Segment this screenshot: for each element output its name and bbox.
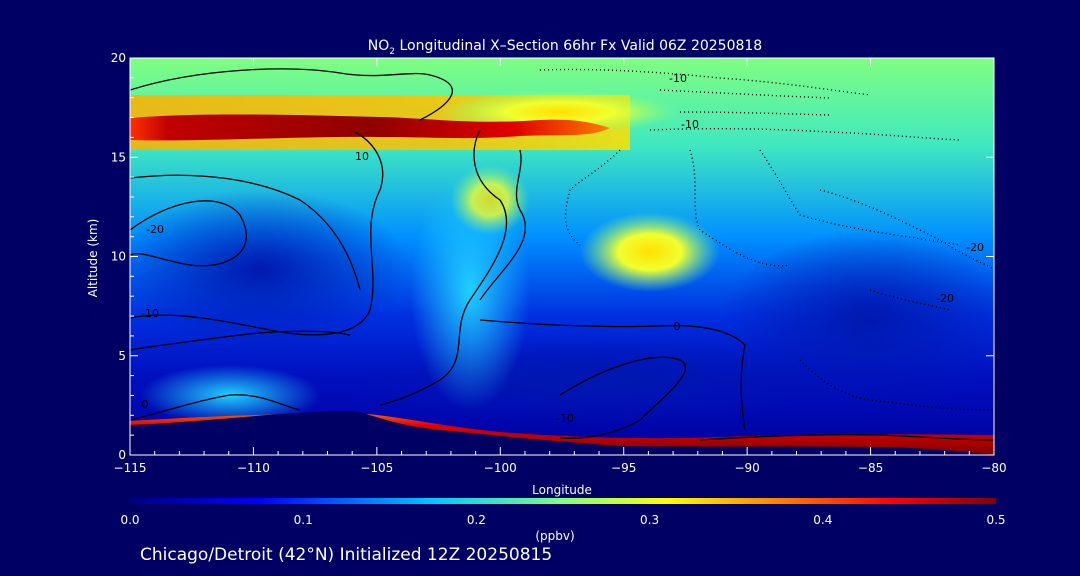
- colorbar-tick-label: 0.3: [640, 513, 659, 527]
- footer-label: Chicago/Detroit (42°N) Initialized 12Z 2…: [140, 545, 552, 565]
- x-axis-label: Longitude: [532, 483, 592, 497]
- x-tick-label: −95: [611, 461, 636, 475]
- contour-label: -10: [556, 412, 574, 425]
- x-tick-label: −105: [360, 461, 393, 475]
- y-tick-label: 10: [111, 250, 126, 264]
- y-tick-label: 0: [118, 448, 126, 462]
- chart-title: NO2 Longitudinal X–Section 66hr Fx Valid…: [368, 38, 762, 57]
- colorbar-units: (ppbv): [535, 529, 574, 543]
- y-tick-label: 5: [118, 349, 126, 363]
- contour-label: -20: [146, 223, 164, 236]
- contour-label: -20: [966, 241, 984, 254]
- y-axis-label: Altitude (km): [86, 219, 100, 298]
- contour-label: -10: [141, 307, 159, 320]
- contour-label: 0: [674, 320, 681, 333]
- colorbar-tick-label: 0.4: [813, 513, 832, 527]
- colorbar-ticks: 0.0 0.1 0.2 0.3 0.4 0.5: [120, 513, 1005, 527]
- y-axis: 0 5 10 15 20: [111, 51, 994, 462]
- contour-label: -20: [936, 292, 954, 305]
- x-tick-label: −110: [237, 461, 270, 475]
- heatmap-field: -10 -10 10 -20 -10 0 -20 -20 -10 0: [130, 58, 994, 455]
- y-tick-label: 15: [111, 150, 126, 164]
- contour-label: 10: [355, 150, 369, 163]
- contour-label: -10: [669, 72, 687, 85]
- colorbar: [130, 498, 996, 504]
- x-axis: −115 −110 −105 −100 −95 −90 −85 −80: [114, 58, 1007, 475]
- colorbar-tick-label: 0.1: [294, 513, 313, 527]
- x-tick-label: −90: [734, 461, 759, 475]
- colorbar-tick-label: 0.2: [467, 513, 486, 527]
- y-tick-label: 20: [111, 51, 126, 65]
- x-tick-label: −85: [858, 461, 883, 475]
- x-tick-label: −115: [114, 461, 147, 475]
- x-tick-label: −100: [484, 461, 517, 475]
- contour-label: -10: [681, 118, 699, 131]
- contour-label: 0: [142, 398, 149, 411]
- colorbar-tick-label: 0.5: [986, 513, 1005, 527]
- colorbar-tick-label: 0.0: [120, 513, 139, 527]
- x-tick-label: −80: [981, 461, 1006, 475]
